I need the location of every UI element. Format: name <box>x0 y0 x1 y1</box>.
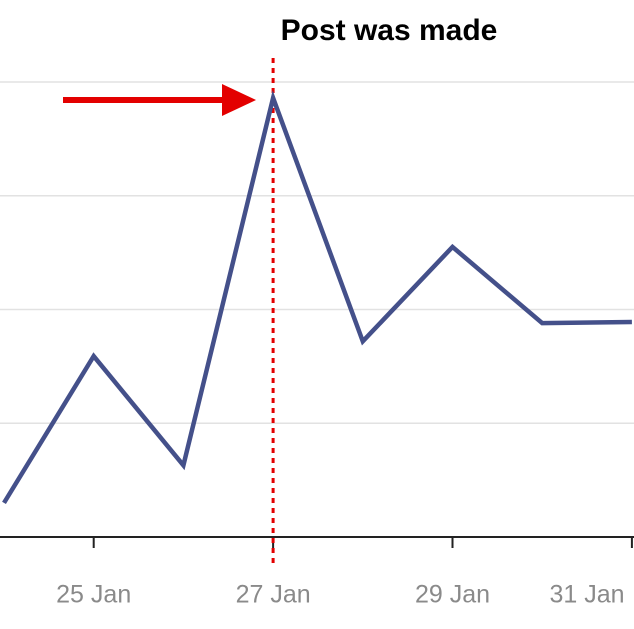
line <box>2 90 632 505</box>
annotation-text: Post was made <box>281 14 498 47</box>
x-tick-label: 25 Jan <box>56 581 131 609</box>
arrow <box>63 84 256 116</box>
x-tick-label: 31 Jan <box>549 581 624 609</box>
x-tick-label: 29 Jan <box>415 581 490 609</box>
x-tick-label: 27 Jan <box>236 581 311 609</box>
